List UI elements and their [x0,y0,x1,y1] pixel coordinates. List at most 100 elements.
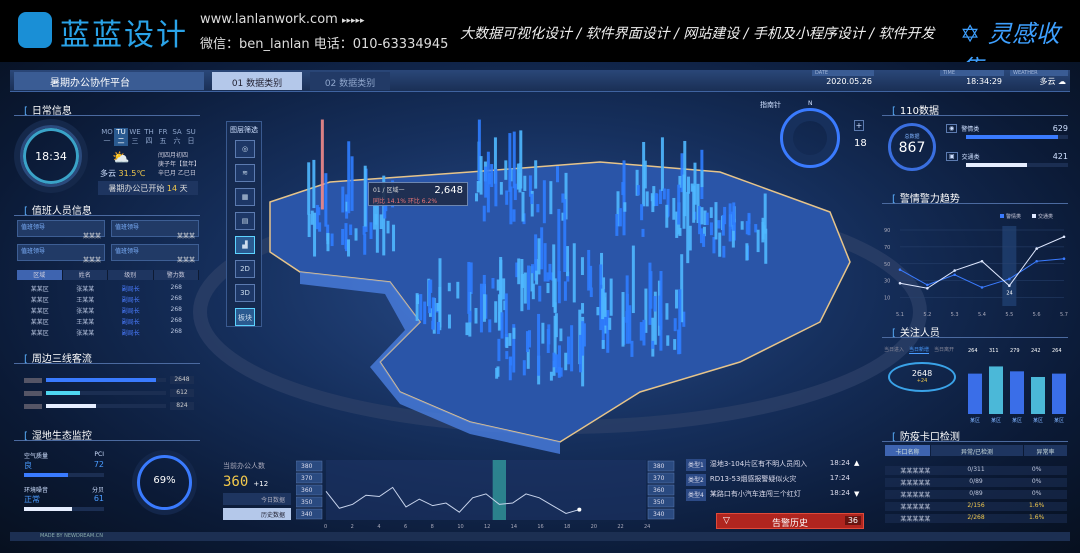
map-bar [362,226,366,235]
x-tick: 6 [404,524,407,530]
map-bar [564,352,568,371]
tab-data-category-2[interactable]: 02 数据类别 [310,72,390,90]
watermark-banner: 蓝蓝设计 www.lanlanwork.com ▸▸▸▸▸ 微信：ben_lan… [0,0,1080,83]
map-bar [603,292,607,317]
layer-filter-button[interactable]: 2D [235,260,255,278]
col-abnormal[interactable]: 异常/已检测 [931,445,1023,456]
alarm-history-button[interactable]: ▽ 告警历史 36 [716,513,864,529]
table-row[interactable]: 某某某某某 0/89 0% [885,490,1067,499]
scroll-up-button[interactable]: ▲ [854,459,860,467]
tab-left[interactable]: 当日离开 [934,347,955,353]
trend-point [1035,247,1038,250]
map-bar [696,183,700,224]
brand-site: www.lanlanwork.com ▸▸▸▸▸ [200,12,365,27]
map-bar [680,254,684,323]
map-bar [553,302,557,314]
duty-card[interactable]: 值班领导 某某某 [17,220,105,240]
map-bar [601,288,605,320]
map-bar [615,214,619,236]
map-bar [608,317,612,330]
map-bar [644,288,648,333]
panel-title-flow: 周边三线客流 [14,350,200,365]
flow-bar: 612 [24,389,194,397]
focus-tabs: 当日进入 当日新增 当日离开 [884,346,954,354]
table-row[interactable]: 某某某某某 2/156 1.6% [885,502,1067,511]
total-110-label: 总数据 [904,134,920,140]
map-bar [570,325,574,372]
map-bar [557,366,561,378]
event-item[interactable]: 类型2 RD13-53烟感报警疑似火灾 17:24 [686,474,850,486]
layer-filter-button[interactable]: ▤ [235,212,255,230]
holiday-banner: 暑期办公已开始 14 天 [98,181,198,195]
y-tick-box [647,484,675,496]
layer-filter-button[interactable]: ▦ [235,188,255,206]
map-bar [675,211,679,238]
col-region[interactable]: 区域 [17,270,63,280]
layer-filter-button[interactable]: 3D [235,284,255,302]
weather-label: WEATHER [1010,70,1068,76]
table-row[interactable]: 某某某某某 2/268 1.6% [885,514,1067,523]
map-bar [307,214,311,238]
map-bar [499,182,503,195]
map-bar [537,313,541,376]
map-bar [651,317,655,357]
map-bar [618,208,622,227]
map-bar [549,181,553,215]
map-bar [536,204,540,213]
duty-card[interactable]: 值班领导 某某某 [111,220,199,240]
history-data-button[interactable]: 历史数据 [223,508,291,520]
item-110: ▣ 交通类 421 [946,152,1068,167]
map-bar [700,207,704,225]
map-bar [373,199,377,230]
map-bar [494,169,498,207]
map-bar [616,191,620,227]
map-bar [469,262,473,294]
table-row[interactable]: 某某区 张某某 副局长 268 [30,306,182,315]
table-row[interactable]: 某某区 张某某 副局长 268 [30,284,182,293]
layer-filter-button[interactable]: ≋ [235,164,255,182]
layer-filter-button[interactable]: ◎ [235,140,255,158]
zoom-in-button[interactable]: + [854,120,864,131]
table-row[interactable]: 某某区 张某某 副局长 268 [30,328,182,337]
scroll-down-button[interactable]: ▼ [854,490,860,498]
map-bar [730,211,734,230]
weekday-we: WE 三 [129,128,141,145]
map-bar [564,172,568,220]
alarm-icon: ▽ [723,516,730,526]
map-bar [526,349,530,369]
x-tick: 12 [484,524,490,530]
x-tick: 5.4 [978,312,986,318]
tab-entered[interactable]: 当日进入 [884,347,905,353]
col-name[interactable]: 姓名 [62,270,108,280]
compass-label: 指南针 [760,101,781,109]
compass-icon[interactable] [780,108,840,168]
today-data-button[interactable]: 今日数据 [223,493,291,505]
col-checkpoint-name[interactable]: 卡口名称 [885,445,930,456]
y-tick: 370 [301,475,313,482]
chart-highlight [492,460,506,520]
event-item[interactable]: 类型4 某路口有小汽车连闯三个红灯 18:24 [686,489,850,501]
flow-bar: 824 [24,402,194,410]
table-row[interactable]: 某某区 王某某 副局长 268 [30,317,182,326]
duty-card[interactable]: 值班领导 某某某 [17,244,105,264]
x-tick: 16 [537,524,543,530]
duty-card[interactable]: 值班领导 某某某 [111,244,199,264]
map-bar [552,352,556,368]
tab-added[interactable]: 当日新增 [909,347,930,354]
table-row[interactable]: 某某区 王某某 副局长 268 [30,295,182,304]
map-bar [630,340,634,357]
col-rate[interactable]: 异常率 [1024,445,1067,456]
col-level[interactable]: 级别 [108,270,154,280]
table-row[interactable]: 某某某某某 0/89 0% [885,478,1067,487]
tab-data-category-1[interactable]: 01 数据类别 [212,72,302,90]
col-police[interactable]: 警力数 [153,270,199,280]
layer-filter-button[interactable]: 板块 [235,308,255,326]
map-bar [641,228,645,237]
table-row[interactable]: 某某某某某 0/311 0% [885,466,1067,475]
map-bar [535,270,539,285]
trend-annotation: 24 [1006,291,1012,297]
map-bar [482,286,486,322]
layer-filter-button[interactable]: ▟ [235,236,255,254]
event-item[interactable]: 类型1 湿地3-104片区有不明人员闯入 18:24 [686,459,850,471]
